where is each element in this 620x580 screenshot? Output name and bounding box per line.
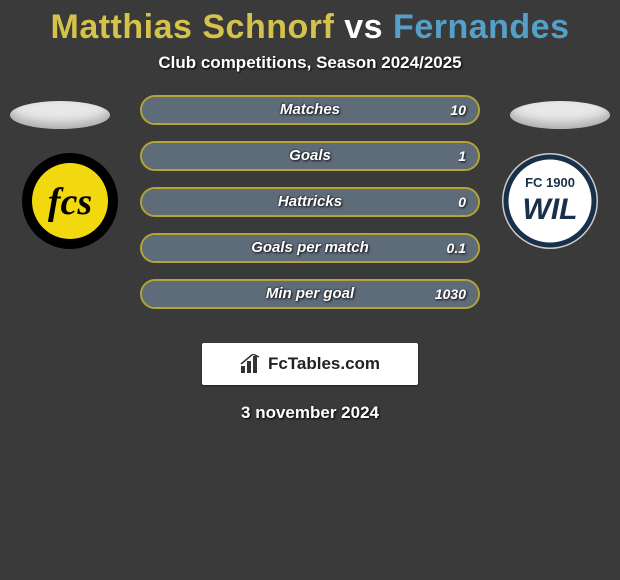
- stat-bars: 10Matches 1Goals 0Hattricks 0.1Goals per ma…: [140, 95, 480, 325]
- stat-label: Hattricks: [142, 189, 478, 215]
- stat-label: Goals: [142, 143, 478, 169]
- vs-text: vs: [344, 8, 383, 46]
- right-badge-top-text: FC 1900: [525, 175, 575, 190]
- date-text: 3 november 2024: [0, 403, 620, 423]
- fc-schaffhausen-icon: fcs: [20, 151, 120, 251]
- bar-chart-icon: [240, 354, 262, 374]
- right-badge-main-text: WIL: [523, 193, 578, 226]
- stat-bar: 0.1Goals per match: [140, 233, 480, 263]
- left-badge-text: fcs: [48, 181, 92, 223]
- right-club-badge: FC 1900 WIL: [500, 151, 600, 251]
- stat-label: Goals per match: [142, 235, 478, 261]
- brand-text: FcTables.com: [268, 354, 380, 374]
- stat-bar: 1030Min per goal: [140, 279, 480, 309]
- stat-bar: 10Matches: [140, 95, 480, 125]
- stat-bar: 0Hattricks: [140, 187, 480, 217]
- player1-name: Matthias Schnorf: [51, 8, 335, 46]
- right-platform: [510, 101, 610, 129]
- comparison-card: Matthias Schnorf vs Fernandes Club compe…: [0, 0, 620, 580]
- comparison-body: fcs FC 1900 WIL 10Matches1Goals0Hattrick…: [0, 101, 620, 331]
- stat-bar: 1Goals: [140, 141, 480, 171]
- page-title: Matthias Schnorf vs Fernandes: [0, 0, 620, 47]
- stat-label: Min per goal: [142, 281, 478, 307]
- left-club-badge: fcs: [20, 151, 120, 251]
- player2-name: Fernandes: [393, 8, 569, 46]
- left-platform: [10, 101, 110, 129]
- brand-box: FcTables.com: [202, 343, 418, 385]
- stat-label: Matches: [142, 97, 478, 123]
- subtitle: Club competitions, Season 2024/2025: [0, 53, 620, 73]
- fc-wil-icon: FC 1900 WIL: [500, 151, 600, 251]
